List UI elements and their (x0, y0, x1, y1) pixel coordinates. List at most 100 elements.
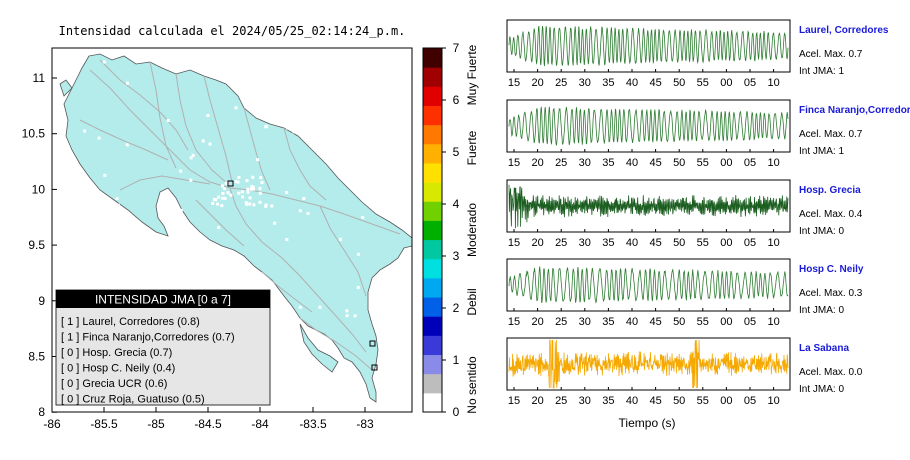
map-x-axis: -86 -85.5 -85 -84.5 -84 -83.5 -83 (43, 407, 374, 431)
station-dot (285, 191, 289, 195)
station-dot (353, 314, 357, 318)
road (261, 271, 313, 313)
waveform-x-tick-label: 10 (767, 316, 779, 328)
waveform-x-tick-label: 35 (602, 316, 614, 328)
waveform-x-tick-label: 15 (508, 237, 520, 249)
map-y-tick-label: 10.5 (22, 127, 46, 141)
station-dot (285, 238, 289, 242)
map-x-tick-label: -85.5 (90, 417, 118, 431)
station-dot (191, 153, 195, 157)
map-title: Intensidad calculada el 2024/05/25_02:14… (59, 24, 406, 38)
waveform-panel: 15 20 25 30 35 40 45 50 55 00 05 10 Hosp. Grecia Acel… (506, 179, 863, 249)
station-dot (249, 187, 253, 191)
station-dot (201, 139, 205, 143)
waveform-x-tick-label: 25 (555, 157, 567, 169)
waveform-panel: 15 20 25 30 35 40 45 50 55 00 05 10 Laurel, Corredor… (506, 19, 889, 89)
station-dot (222, 187, 226, 191)
colorbar-cell (423, 201, 442, 221)
map-x-tick-label: -83 (356, 417, 374, 431)
waveform-x-tick-label: 40 (626, 77, 638, 89)
station-dot (361, 171, 365, 175)
colorbar-cell (423, 335, 442, 356)
waveform-xlabel: Tiempo (s) (619, 416, 676, 430)
station-dot (236, 180, 240, 184)
station-jma: Int JMA: 1 (799, 146, 844, 157)
waveform-x-tick-label: 40 (626, 157, 638, 169)
waveform-x-tick-label: 50 (673, 77, 685, 89)
station-dot (246, 187, 250, 191)
station-dot (292, 130, 296, 134)
station-dot (256, 158, 260, 162)
legend-header: INTENSIDAD JMA [0 a 7] (95, 293, 231, 307)
colorbar-cell (423, 392, 442, 413)
colorbar-gradient (423, 48, 442, 413)
road (203, 75, 233, 183)
station-markers (80, 60, 382, 371)
station-dot (351, 188, 355, 192)
map-y-tick-label: 11 (33, 71, 46, 85)
intensity-colorbar: 0 1 2 3 4 5 6 7 No sentido Debil Moderado Fuerte Mu… (422, 41, 479, 419)
waveform-x-tick-label: 20 (531, 237, 543, 249)
map-x-tick-label: -84 (251, 417, 269, 431)
station-dot (115, 196, 119, 200)
waveform-x-tick-label: 10 (767, 77, 779, 89)
station-dot (225, 182, 229, 186)
road (99, 59, 189, 151)
map-x-tick-label: -83.5 (299, 417, 327, 431)
legend-row: [ 0 ] Hosp. Grecia (0.7) (61, 347, 172, 359)
colorbar-tick-label: 3 (453, 249, 460, 263)
road (229, 187, 401, 235)
waveform-x-tick-label: 40 (626, 316, 638, 328)
colorbar-cell (423, 239, 442, 260)
station-dot (258, 200, 262, 204)
station-dot (223, 196, 227, 200)
waveform-x-tick-label: 20 (531, 157, 543, 169)
road (299, 317, 373, 371)
station-dot (234, 106, 238, 110)
station-dot (179, 169, 183, 173)
road (319, 205, 367, 297)
station-dot (356, 252, 360, 256)
station-dot (221, 196, 225, 200)
colorbar-category-label: Moderado (465, 203, 479, 257)
waveform-panels: 15 20 25 30 35 40 45 50 55 00 05 10 Laurel, Corredor… (506, 19, 910, 407)
station-dot (273, 221, 277, 225)
waveform-x-tick-label: 00 (720, 77, 732, 89)
epicenter-marker (227, 180, 234, 187)
station-dot (189, 178, 193, 182)
osa-peninsula (299, 323, 339, 373)
road (89, 69, 231, 189)
map-y-axis: 11 10.5 10 9.5 9 8.5 8 (22, 71, 57, 419)
waveform-panel: 15 20 25 30 35 40 45 50 55 00 05 10 Finca Naranjo,Co… (506, 99, 910, 169)
colorbar-ticks: 0 1 2 3 4 5 6 7 (442, 41, 460, 419)
map-y-tick-label: 8 (38, 405, 45, 419)
station-jma: Int JMA: 1 (799, 66, 844, 77)
station-dot (231, 252, 235, 256)
station-dot (325, 127, 329, 131)
station-accel: Acel. Max. 0.3 (799, 288, 863, 299)
station-dot (345, 314, 349, 318)
legend-row: [ 1 ] Finca Naranjo,Corredores (0.7) (61, 332, 235, 344)
waveform-x-tick-label: 55 (697, 316, 709, 328)
waveform-x-tick-label: 30 (579, 237, 591, 249)
station-dot (217, 195, 221, 199)
colorbar-cell (423, 48, 442, 68)
station-dot (279, 318, 283, 322)
waveform-x-tick-label: 55 (697, 157, 709, 169)
station-dot (345, 309, 349, 313)
waveform-x-tick-label: 35 (602, 395, 614, 407)
station-dot (378, 121, 382, 125)
colorbar-labels: No sentido Debil Moderado Fuerte Muy Fuerte (465, 44, 479, 413)
station-dot (269, 100, 273, 104)
station-dot (220, 184, 224, 188)
waveform-x-tick-label: 50 (673, 316, 685, 328)
waveform-x-tick-label: 00 (720, 237, 732, 249)
station-dot (245, 179, 249, 183)
waveform-x-tick-label: 45 (649, 316, 661, 328)
waveform-x-tick-label: 05 (744, 316, 756, 328)
station-dot (248, 196, 252, 200)
colorbar-cell (423, 373, 442, 394)
colorbar-cell (423, 105, 442, 126)
nicoya-peninsula-shade (59, 79, 73, 97)
waveform-x-tick-label: 00 (720, 157, 732, 169)
